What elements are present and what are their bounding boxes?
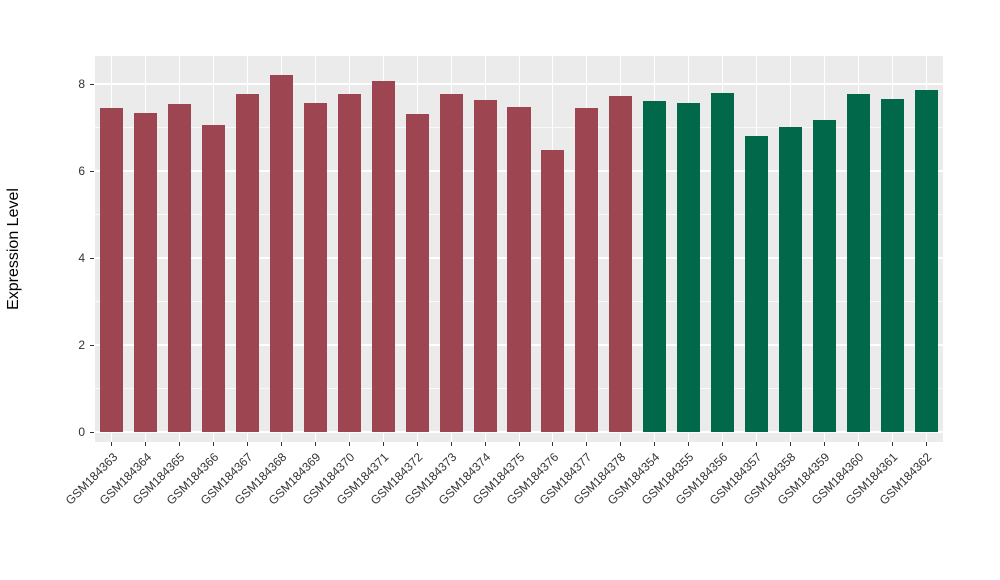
y-tick-mark [90, 170, 94, 172]
bar [677, 103, 701, 432]
bar [236, 93, 260, 432]
x-tick-mark [145, 442, 147, 446]
bar [473, 100, 497, 432]
bar [812, 119, 836, 432]
bar [778, 126, 802, 432]
y-tick-label: 6 [78, 164, 85, 178]
bar [541, 150, 565, 432]
bar [507, 106, 531, 432]
bar [439, 93, 463, 432]
x-tick-mark [314, 442, 316, 446]
x-tick-mark [348, 442, 350, 446]
x-tick-mark [755, 442, 757, 446]
y-tick-label: 0 [78, 425, 85, 439]
bar [202, 125, 226, 432]
bar [609, 96, 633, 432]
bar [880, 98, 904, 432]
x-tick-mark [620, 442, 622, 446]
x-tick-mark [450, 442, 452, 446]
bar [914, 89, 938, 432]
x-tick-mark [518, 442, 520, 446]
x-tick-mark [925, 442, 927, 446]
y-tick-label: 2 [78, 338, 85, 352]
x-tick-mark [891, 442, 893, 446]
bar [744, 135, 768, 432]
y-tick-mark [90, 83, 94, 85]
x-tick-mark [586, 442, 588, 446]
x-tick-mark [722, 442, 724, 446]
bar [371, 80, 395, 432]
x-tick-mark [688, 442, 690, 446]
y-tick-mark [90, 344, 94, 346]
x-tick-mark [857, 442, 859, 446]
bar [643, 101, 667, 432]
x-tick-mark [789, 442, 791, 446]
x-tick-mark [552, 442, 554, 446]
bar [100, 107, 124, 432]
x-tick-mark [654, 442, 656, 446]
y-axis-title-text: Expression Level [5, 188, 22, 310]
x-tick-mark [213, 442, 215, 446]
x-tick-mark [484, 442, 486, 446]
x-tick-mark [111, 442, 113, 446]
h-gridline-major [95, 83, 943, 85]
y-tick-label: 8 [78, 77, 85, 91]
bar [710, 92, 735, 432]
x-tick-mark [247, 442, 249, 446]
bar [846, 94, 870, 432]
bar [303, 102, 327, 432]
plot-panel [95, 56, 943, 442]
x-tick-mark [382, 442, 384, 446]
x-tick-mark [281, 442, 283, 446]
y-tick-mark [90, 431, 94, 433]
bar [337, 94, 361, 432]
h-gridline-major [95, 431, 943, 433]
y-tick-mark [90, 257, 94, 259]
bar [405, 114, 429, 432]
x-tick-mark [416, 442, 418, 446]
x-tick-mark [179, 442, 181, 446]
bar [270, 75, 294, 432]
x-tick-mark [823, 442, 825, 446]
bar [168, 104, 192, 432]
bar [575, 107, 599, 432]
y-tick-label: 4 [78, 251, 85, 265]
bar [134, 113, 158, 432]
